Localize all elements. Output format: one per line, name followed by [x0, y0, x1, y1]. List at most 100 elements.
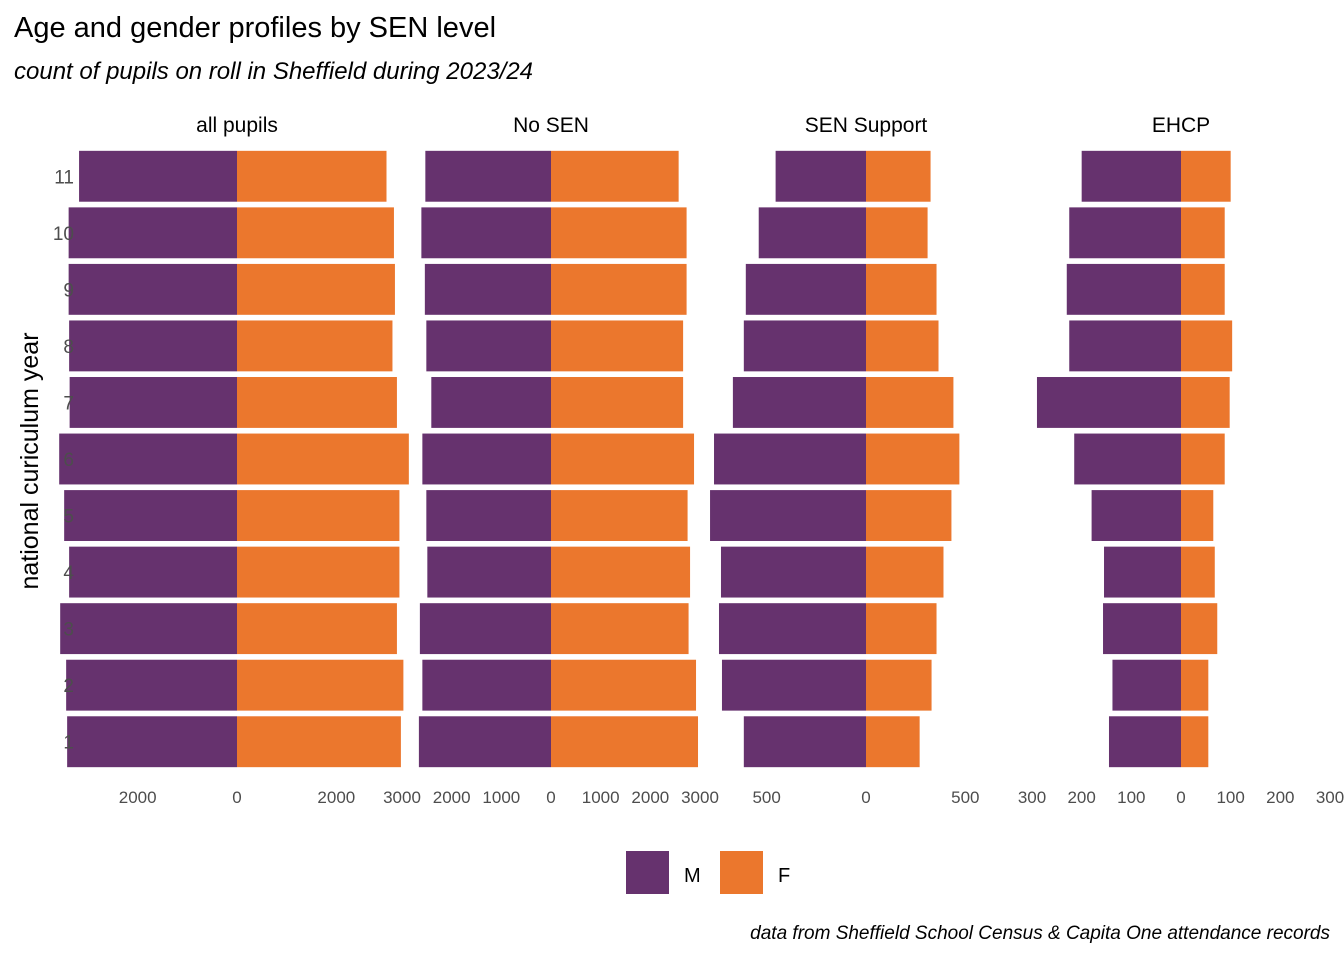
bar-f: [237, 546, 400, 598]
bar-f: [866, 716, 920, 768]
bar-m: [721, 659, 866, 711]
bar-f: [237, 716, 401, 768]
facet-panel: EHCP 300 200 100 0 100 200 300: [1018, 114, 1344, 807]
bar-m: [426, 490, 551, 541]
bar-m: [758, 207, 866, 259]
bar-m: [419, 603, 551, 655]
bar-f: [551, 659, 697, 711]
bar-m: [426, 320, 551, 372]
bar-f: [1181, 490, 1214, 541]
bar-m: [422, 659, 551, 711]
y-tick-label: 6: [63, 450, 74, 471]
bar-m: [1091, 490, 1181, 541]
bar-f: [551, 377, 684, 428]
x-tick-label: 2000: [631, 788, 669, 807]
bar-m: [1074, 433, 1181, 485]
bar-f: [1181, 320, 1233, 372]
x-tick-label: 3000: [681, 788, 719, 807]
chart-caption: data from Sheffield School Census & Capi…: [750, 923, 1330, 944]
bar-m: [1108, 716, 1181, 768]
bar-m: [427, 546, 551, 598]
bar-f: [1181, 207, 1225, 259]
bar-m: [1036, 377, 1181, 428]
bar-f: [866, 263, 937, 315]
bar-f: [551, 603, 689, 655]
bar-f: [551, 150, 679, 202]
bar-f: [237, 490, 400, 541]
bar-m: [424, 263, 551, 315]
bar-f: [866, 546, 944, 598]
facet-panel: No SEN 3000 2000 1000 0 1000 2000 3000: [383, 114, 719, 807]
bar-f: [551, 320, 684, 372]
bar-m: [425, 150, 551, 202]
x-tick-label: 100: [1216, 788, 1244, 807]
bar-m: [743, 320, 866, 372]
x-tick-label: 1000: [482, 788, 520, 807]
legend-key-f: [720, 851, 763, 894]
y-tick-label: 5: [63, 507, 74, 528]
bar-m: [1066, 263, 1181, 315]
bar-m: [431, 377, 551, 428]
facet-panel: SEN Support 500 0 500: [710, 114, 980, 807]
x-tick-label: 300: [1316, 788, 1344, 807]
facet-strip-label: No SEN: [513, 114, 589, 137]
bar-f: [237, 150, 387, 202]
facet-strip-label: EHCP: [1152, 114, 1210, 137]
y-tick-label: 9: [63, 280, 74, 301]
chart-title: Age and gender profiles by SEN level: [14, 12, 497, 44]
chart-subtitle: count of pupils on roll in Sheffield dur…: [14, 58, 534, 85]
y-tick-label: 3: [63, 620, 74, 641]
bar-m: [67, 716, 237, 768]
bar-f: [237, 207, 394, 259]
bar-f: [237, 320, 393, 372]
bar-m: [714, 433, 866, 485]
bar-f: [1181, 659, 1209, 711]
bar-m: [718, 603, 866, 655]
bar-m: [1104, 546, 1181, 598]
bar-m: [1112, 659, 1181, 711]
bar-f: [866, 320, 939, 372]
x-tick-label: 3000: [383, 788, 421, 807]
x-tick-label: 500: [752, 788, 780, 807]
bar-f: [237, 603, 397, 655]
facet-panel: all pupils 2000 0 2000: [59, 114, 409, 807]
y-axis: 1 2 3 4 5 6 7 8 9 10 11: [53, 167, 75, 753]
x-tick-label: 0: [232, 788, 241, 807]
x-tick-label: 500: [951, 788, 979, 807]
bar-m: [732, 377, 866, 428]
y-tick-label: 4: [63, 563, 74, 584]
bar-m: [775, 150, 866, 202]
x-tick-label: 300: [1018, 788, 1046, 807]
bar-m: [66, 659, 237, 711]
y-tick-label: 11: [54, 167, 74, 188]
bar-m: [418, 716, 551, 768]
bar-m: [68, 263, 237, 315]
x-tick-label: 100: [1117, 788, 1145, 807]
x-tick-label: 2000: [433, 788, 471, 807]
bar-f: [551, 716, 699, 768]
bar-m: [1103, 603, 1181, 655]
y-tick-label: 7: [63, 393, 74, 414]
bar-f: [237, 377, 397, 428]
bar-m: [1069, 207, 1181, 259]
x-tick-label: 2000: [119, 788, 157, 807]
bar-m: [69, 320, 237, 372]
bar-m: [79, 150, 237, 202]
y-tick-label: 1: [63, 733, 74, 754]
bar-m: [421, 207, 551, 259]
y-tick-label: 10: [53, 224, 74, 245]
bar-f: [551, 546, 691, 598]
bar-f: [866, 207, 928, 259]
bar-f: [1181, 546, 1215, 598]
bar-f: [551, 490, 688, 541]
bar-m: [1069, 320, 1181, 372]
bar-f: [237, 433, 409, 485]
x-tick-label: 0: [546, 788, 555, 807]
bar-f: [1181, 603, 1218, 655]
bar-m: [422, 433, 551, 485]
bar-f: [1181, 263, 1225, 315]
bar-m: [60, 603, 237, 655]
bar-f: [866, 433, 960, 485]
bar-m: [68, 207, 237, 259]
